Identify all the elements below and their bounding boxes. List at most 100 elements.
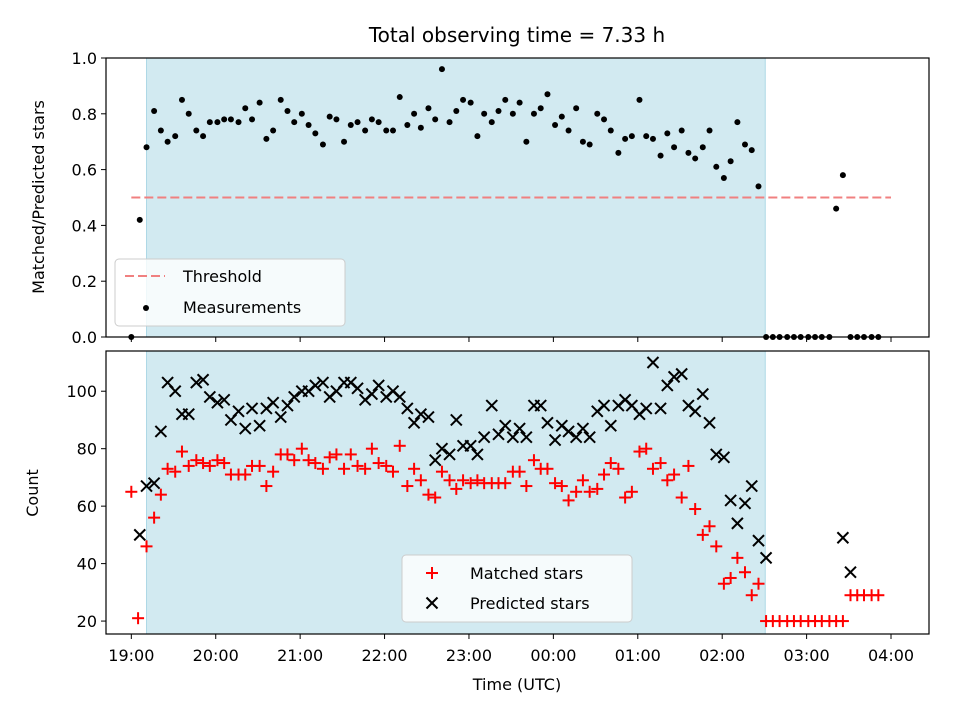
predicted-star-point-b: [372, 379, 385, 392]
predicted-star-point-b: [428, 453, 442, 467]
top-legend: Threshold Measurements: [114, 258, 346, 327]
predicted-star-point-b: [836, 531, 850, 544]
matched-star-point: [745, 589, 758, 602]
matched-star-point: [570, 485, 583, 498]
matched-star-point: [380, 459, 393, 472]
matched-star-point: [654, 457, 667, 470]
matched-star-point: [190, 454, 203, 467]
measurement-point: [692, 155, 699, 162]
measurement-point: [488, 119, 495, 126]
predicted-star-point-b: [646, 356, 660, 369]
matched-star-point: [625, 485, 638, 498]
predicted-star-point: [597, 399, 611, 412]
measurement-point: [200, 133, 207, 140]
measurement-point: [438, 66, 445, 73]
x-axis-label: Time (UTC): [472, 675, 561, 694]
matched-star-point: [422, 488, 435, 501]
predicted-star-point-b: [499, 419, 512, 432]
measurement-point: [193, 127, 200, 134]
predicted-star-point-b: [316, 376, 330, 389]
top-y-tick-label: 1.0: [72, 49, 97, 68]
predicted-star-point: [654, 402, 667, 415]
matched-star-point: [295, 442, 308, 455]
legend-measurements-swatch: [143, 305, 149, 311]
predicted-star-point-b: [541, 416, 554, 430]
predicted-star-point-b: [555, 419, 569, 432]
predicted-star-point: [506, 430, 520, 444]
legend-measurements-label: Measurements: [183, 298, 301, 317]
predicted-star-point: [485, 399, 498, 412]
matched-star-point: [253, 459, 266, 472]
x-tick-label: 03:00: [784, 646, 830, 665]
predicted-star-point: [140, 479, 153, 493]
measurement-point: [649, 135, 656, 142]
predicted-star-point-b: [182, 408, 195, 421]
predicted-star-point-b: [217, 393, 231, 407]
measurement-point: [615, 149, 622, 156]
measurement-point: [579, 138, 586, 145]
measurement-point: [565, 127, 572, 134]
matched-star-point: [591, 482, 604, 495]
predicted-star-point: [239, 422, 252, 435]
predicted-star-point: [640, 402, 653, 415]
measurement-point: [284, 108, 291, 115]
x-tick-label: 22:00: [361, 646, 407, 665]
predicted-star-point: [203, 390, 217, 404]
legend-matched-label: Matched stars: [470, 564, 583, 583]
measurement-point: [509, 110, 516, 117]
matched-star-point: [309, 457, 322, 470]
predicted-star-point-b: [844, 566, 857, 579]
predicted-star-point-b: [710, 448, 723, 461]
predicted-star-point-b: [253, 419, 266, 432]
predicted-star-point: [422, 410, 435, 424]
predicted-star-point-b: [450, 413, 463, 427]
measurement-point: [706, 127, 713, 134]
predicted-star-point-b: [140, 479, 153, 493]
predicted-star-point-b: [703, 416, 716, 430]
matched-star-point: [281, 448, 294, 461]
predicted-star-point: [534, 399, 547, 412]
measurement-point: [657, 152, 664, 159]
top-axes-frame: [105, 57, 930, 338]
matched-star-point: [323, 451, 336, 464]
matched-star-point: [527, 454, 540, 467]
matched-star-point: [260, 480, 273, 493]
measurement-point: [362, 127, 369, 134]
predicted-star-point-b: [717, 451, 731, 464]
predicted-star-point: [428, 453, 442, 467]
predicted-star-point: [190, 376, 203, 389]
matched-star-point: [562, 494, 575, 507]
measurement-point: [839, 172, 846, 179]
measurement-point: [298, 110, 305, 117]
measurement-point: [552, 121, 559, 128]
measurement-point: [404, 121, 411, 128]
top-y-tick-label: 0.6: [72, 161, 97, 180]
top-y-tick-label: 0.4: [72, 216, 97, 235]
measurement-point: [741, 141, 748, 148]
matched-star-point: [372, 457, 385, 470]
matched-star-point: [471, 474, 484, 487]
matched-star-point: [661, 474, 674, 487]
predicted-star-point-b: [485, 399, 498, 412]
predicted-star-point-b: [548, 433, 562, 447]
matched-star-point: [435, 465, 448, 478]
predicted-star-point: [569, 430, 583, 444]
predicted-star-point-b: [583, 430, 596, 444]
measurement-point: [305, 121, 312, 128]
matched-star-point: [724, 571, 737, 584]
bottom-legend-box: [401, 554, 633, 623]
matched-star-point: [457, 474, 470, 487]
legend-threshold-label: Threshold: [182, 267, 262, 286]
bottom-legend: Matched stars Predicted stars: [401, 554, 633, 623]
predicted-star-point-b: [513, 422, 526, 435]
matched-star-point: [218, 457, 231, 470]
predicted-star-point: [169, 385, 182, 398]
predicted-star-point: [351, 382, 364, 395]
measurement-point: [607, 127, 614, 134]
predicted-star-point: [759, 551, 773, 565]
predicted-star-point-b: [667, 370, 681, 384]
predicted-star-point: [499, 419, 512, 432]
matched-star-point: [604, 457, 617, 470]
measurement-point: [467, 99, 474, 106]
predicted-star-point: [281, 399, 294, 412]
